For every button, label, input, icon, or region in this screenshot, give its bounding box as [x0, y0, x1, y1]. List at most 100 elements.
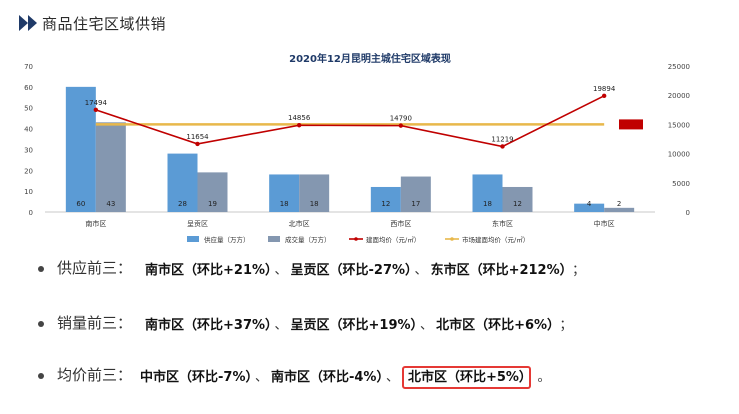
bar: [269, 174, 300, 212]
district-entry: 呈贡区（环比+19%）: [290, 318, 418, 333]
district-entry: 南市区（环比-4%）: [270, 370, 383, 385]
series-point: [296, 123, 302, 128]
summary-item: 均价前三： 中市区（环比-7%）、南市区（环比-4%）、北市区（环比+5%）。: [0, 362, 739, 392]
summary-values: 南市区（环比+21%）、呈贡区（环比-27%）、东市区（环比+212%）；: [145, 259, 585, 278]
separator: 、: [420, 318, 434, 333]
bar-value-label: 19: [208, 200, 217, 208]
left-axis-tick-label: 10: [24, 188, 33, 196]
left-axis-tick-label: 20: [24, 167, 33, 175]
bar-value-label: 28: [178, 200, 187, 208]
bar: [95, 122, 126, 212]
summary-list: 供应前三： 南市区（环比+21%）、呈贡区（环比-27%）、东市区（环比+212%…: [0, 255, 739, 414]
bar-value-label: 12: [513, 200, 522, 208]
right-axis-tick-label: 10000: [668, 151, 690, 159]
bar: [400, 176, 431, 212]
bar-value-label: 12: [381, 200, 390, 208]
bar-value-label: 60: [76, 200, 85, 208]
price-value-label: 11219: [491, 135, 513, 143]
bar: [472, 174, 503, 212]
bar-value-label: 18: [310, 200, 319, 208]
summary-item: 销量前三： 南市区（环比+37%）、呈贡区（环比+19%）、北市区（环比+6%）；: [0, 310, 739, 340]
legend-entry: 供应量（万方）: [204, 235, 250, 244]
bar-line-chart: 2020年12月昆明主城住宅区域表现 0 10 20 30 40 50 60 70 0 5000 10…: [24, 52, 690, 244]
separator: 、: [385, 370, 399, 385]
series-line-price: [95, 95, 605, 148]
bar-value-label: 17: [411, 200, 420, 208]
summary-values: 南市区（环比+37%）、呈贡区（环比+19%）、北市区（环比+6%）；: [145, 314, 573, 333]
legend-swatch-point: [354, 237, 358, 241]
bar-value-label: 18: [280, 200, 289, 208]
legend-swatch: [268, 236, 280, 242]
section-title: 商品住宅区域供销: [42, 15, 167, 33]
district-entry: 南市区（环比+37%）: [145, 318, 272, 333]
right-axis-tick-label: 25000: [668, 63, 690, 71]
district-entry: 东市区（环比+212%）: [430, 263, 567, 278]
separator: 、: [274, 318, 288, 333]
bar: [167, 153, 198, 212]
legend-entry: 成交量（万方）: [285, 235, 331, 244]
right-axis-tick-label: 5000: [672, 180, 690, 188]
right-axis-tick-label: 0: [686, 209, 690, 217]
series-point: [93, 107, 99, 113]
bullet-dot: [38, 321, 44, 327]
bar: [65, 86, 96, 212]
legend-swatch: [187, 236, 199, 242]
bullet-dot: [38, 266, 44, 272]
left-axis-tick-label: 60: [24, 84, 33, 92]
category-label: 西市区: [390, 219, 411, 228]
separator: 、: [414, 263, 428, 278]
bar: [502, 186, 533, 212]
category-label: 中市区: [594, 219, 615, 228]
legend-entry: 市场建面均价（元/㎡）: [462, 235, 529, 244]
bar: [370, 186, 401, 212]
price-value-label: 11654: [186, 133, 209, 141]
summary-label: 均价前三：: [57, 366, 133, 384]
series-point: [500, 144, 505, 149]
double-triangle-icon: [19, 15, 37, 31]
bar-value-label: 43: [106, 200, 115, 208]
end-punctuation: 。: [537, 370, 551, 385]
legend-entry: 建面均价（元/㎡）: [366, 235, 420, 244]
left-axis-tick-label: 70: [24, 63, 33, 71]
bar: [604, 207, 635, 212]
right-axis-tick-label: 15000: [668, 121, 690, 129]
left-axis-tick-label: 40: [24, 126, 33, 134]
bar: [299, 174, 330, 212]
left-axis-tick-label: 50: [24, 105, 33, 113]
bullet-dot: [38, 373, 44, 379]
bar-value-label: 4: [587, 200, 592, 208]
price-value-label: 19894: [593, 85, 616, 93]
series-point: [601, 93, 607, 99]
bar: [574, 203, 605, 212]
bar-value-label: 2: [617, 200, 621, 208]
bar-value-label: 18: [483, 200, 492, 208]
summary-values: 中市区（环比-7%）、南市区（环比-4%）、北市区（环比+5%）。: [140, 366, 551, 389]
left-axis-tick-label: 30: [24, 146, 33, 154]
price-value-label: 17494: [85, 99, 108, 107]
market-avg-end-marker: [619, 119, 643, 130]
separator: 、: [274, 263, 288, 278]
district-entry: 北市区（环比+6%）: [436, 318, 554, 333]
end-punctuation: ；: [572, 263, 586, 278]
end-punctuation: ；: [559, 318, 573, 333]
price-value-label: 14790: [390, 115, 412, 123]
legend-swatch-point: [450, 237, 454, 241]
chart-title: 2020年12月昆明主城住宅区域表现: [289, 52, 451, 65]
price-value-label: 14856: [288, 114, 311, 122]
district-entry: 中市区（环比-7%）: [140, 370, 252, 385]
category-label: 北市区: [289, 219, 310, 228]
series-point: [398, 123, 404, 128]
category-label: 呈贡区: [187, 220, 208, 228]
district-entry: 南市区（环比+21%）: [145, 263, 272, 278]
category-label: 南市区: [85, 219, 106, 228]
summary-item: 供应前三： 南市区（环比+21%）、呈贡区（环比-27%）、东市区（环比+212%…: [0, 255, 739, 285]
category-label: 东市区: [492, 219, 513, 228]
summary-label: 销量前三：: [57, 314, 133, 332]
series-point: [195, 141, 200, 147]
right-axis-tick-label: 20000: [668, 92, 690, 100]
district-entry: 呈贡区（环比-27%）: [290, 263, 412, 278]
highlighted-district: 北市区（环比+5%）: [401, 366, 532, 389]
summary-label: 供应前三：: [57, 259, 133, 277]
chart-panel: 2020年12月昆明主城住宅区域表现 0 10 20 30 40 50 60 70 0 5000 10…: [15, 46, 725, 254]
bar: [197, 172, 228, 212]
